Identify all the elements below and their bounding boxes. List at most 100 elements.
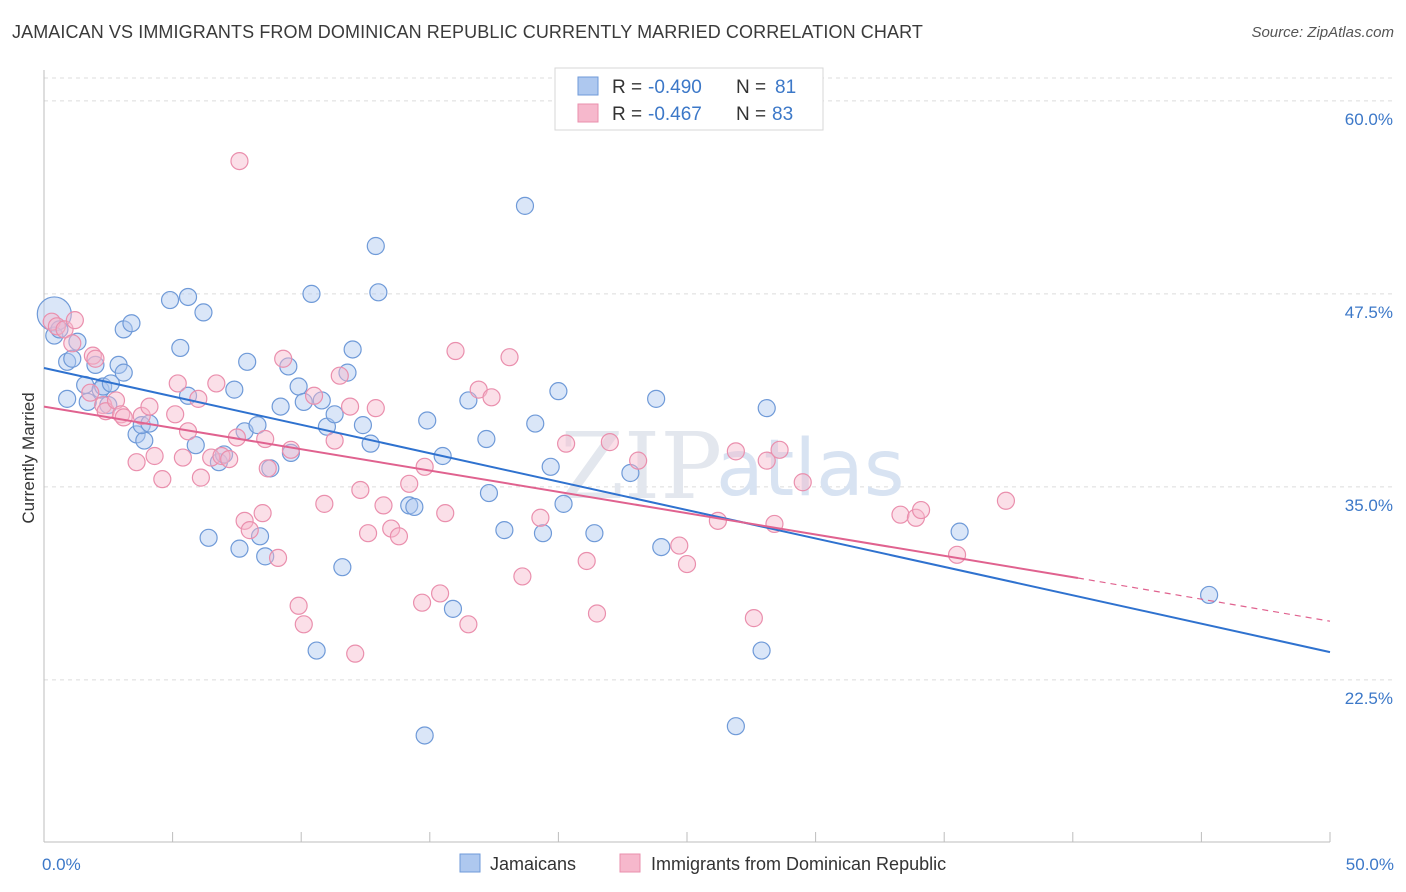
dominican-trend-extension xyxy=(1077,577,1331,622)
jamaicans-point-44 xyxy=(302,284,321,303)
dominican-point-64 xyxy=(557,434,576,453)
x-tick-label-0: 0.0% xyxy=(42,855,81,874)
dominican-point-34 xyxy=(258,459,277,478)
jamaicans-point-17 xyxy=(122,314,141,333)
dominican-point-23 xyxy=(191,468,210,487)
jamaicans-point-25 xyxy=(178,287,198,307)
watermark-zip: ZIP xyxy=(560,413,722,520)
jamaicans-point-70 xyxy=(549,382,568,401)
dominican-point-65 xyxy=(577,551,596,571)
legend-r-label-1: R = xyxy=(612,77,642,98)
dominican-point-2 xyxy=(55,320,74,339)
jamaicans-point-48 xyxy=(325,405,344,424)
jamaicans-point-63 xyxy=(477,429,496,449)
dominican-point-38 xyxy=(289,596,308,615)
y-tick-label-2: 47.5% xyxy=(1345,303,1393,322)
legend-n-label-1: N = xyxy=(736,77,766,98)
dominican-point-7 xyxy=(86,349,105,368)
legend-n-value-2: 83 xyxy=(772,104,793,125)
x-tick-label-1: 50.0% xyxy=(1346,855,1394,874)
dominican-point-32 xyxy=(253,504,272,523)
legend-n-label-2: N = xyxy=(736,104,766,125)
dominican-point-39 xyxy=(294,615,313,634)
dominican-point-19 xyxy=(168,374,187,393)
jamaicans-point-42 xyxy=(289,377,308,396)
y-axis-title: Currently Married xyxy=(19,392,38,523)
legend-dominican-label: Immigrants from Dominican Republic xyxy=(651,854,946,874)
jamaicans-point-26 xyxy=(186,436,205,455)
dominican-point-53 xyxy=(412,593,432,612)
jamaicans-point-36 xyxy=(250,527,270,546)
dominican-point-62 xyxy=(513,567,532,586)
jamaicans-point-45 xyxy=(307,641,326,660)
jamaicans-point-52 xyxy=(353,416,373,435)
jamaicans-point-23 xyxy=(171,338,190,358)
jamaicans-point-51 xyxy=(343,340,362,359)
dominican-point-45 xyxy=(346,644,365,663)
dominican-point-61 xyxy=(500,348,519,367)
dominican-point-25 xyxy=(207,374,226,393)
dominican-point-72 xyxy=(726,442,745,461)
dominican-point-55 xyxy=(430,584,450,603)
jamaicans-point-4 xyxy=(63,349,82,368)
jamaicans-point-67 xyxy=(533,524,553,543)
jamaicans-point-54 xyxy=(366,236,385,256)
jamaicans-point-35 xyxy=(248,416,267,435)
jamaicans-point-78 xyxy=(757,399,776,418)
dominican-point-48 xyxy=(366,399,385,418)
dominican-point-5 xyxy=(81,383,100,402)
jamaicans-point-58 xyxy=(415,726,434,745)
dominican-point-46 xyxy=(351,480,370,500)
legend-r-label-2: R = xyxy=(612,104,642,125)
dominican-point-18 xyxy=(166,405,185,424)
dominican-point-81 xyxy=(947,545,967,564)
dominican-point-56 xyxy=(436,504,455,523)
dominican-point-54 xyxy=(415,457,434,476)
dominican-point-77 xyxy=(793,473,812,492)
dominican-point-47 xyxy=(358,524,378,543)
dominican-point-40 xyxy=(304,386,324,405)
jamaicans-point-57 xyxy=(405,497,424,517)
jamaicans-point-49 xyxy=(333,558,352,577)
legend-dominican-swatch xyxy=(619,853,641,873)
legend-swatch-pink xyxy=(577,103,599,123)
jamaicans-point-59 xyxy=(418,411,437,430)
dominican-point-52 xyxy=(400,474,419,493)
jamaicans-point-28 xyxy=(199,528,218,547)
dominican-point-41 xyxy=(315,494,334,513)
dominican-point-12 xyxy=(114,408,133,427)
dominican-point-16 xyxy=(145,446,164,466)
dominican-point-60 xyxy=(482,388,501,407)
dominican-point-15 xyxy=(140,397,159,416)
chart-source: Source: ZipAtlas.com xyxy=(1251,24,1394,41)
trend-lines xyxy=(43,367,1331,654)
jamaicans-point-61 xyxy=(443,599,463,618)
jamaicans-point-32 xyxy=(230,539,249,558)
jamaicans-point-27 xyxy=(194,303,213,322)
dominican-trend-line xyxy=(43,405,1079,579)
dominican-point-20 xyxy=(173,448,192,467)
jamaicans-point-74 xyxy=(652,537,671,557)
dominican-point-27 xyxy=(220,449,239,469)
legend-jamaicans-label: Jamaicans xyxy=(490,854,576,874)
dominican-point-22 xyxy=(189,389,208,408)
legend-jamaicans-swatch xyxy=(459,853,481,873)
jamaicans-point-71 xyxy=(554,494,573,513)
dominican-point-35 xyxy=(268,548,288,568)
legend-n-value-1: 81 xyxy=(775,77,796,98)
jamaicans-point-31 xyxy=(225,380,244,399)
dominican-point-4 xyxy=(65,311,84,330)
jamaicans-point-19 xyxy=(135,431,154,450)
dominican-point-43 xyxy=(330,366,349,385)
jamaicans-point-34 xyxy=(238,352,257,371)
dominican-point-37 xyxy=(281,440,301,459)
jamaicans-trend-line xyxy=(43,367,1331,654)
jamaicans-point-15 xyxy=(114,363,133,382)
dominican-point-14 xyxy=(132,406,151,425)
chart-title: JAMAICAN VS IMMIGRANTS FROM DOMINICAN RE… xyxy=(12,22,923,42)
watermark-atlas: atlas xyxy=(716,424,905,514)
jamaicans-point-22 xyxy=(160,290,180,310)
dominican-point-80 xyxy=(911,500,931,520)
jamaicans-point-65 xyxy=(495,521,514,540)
